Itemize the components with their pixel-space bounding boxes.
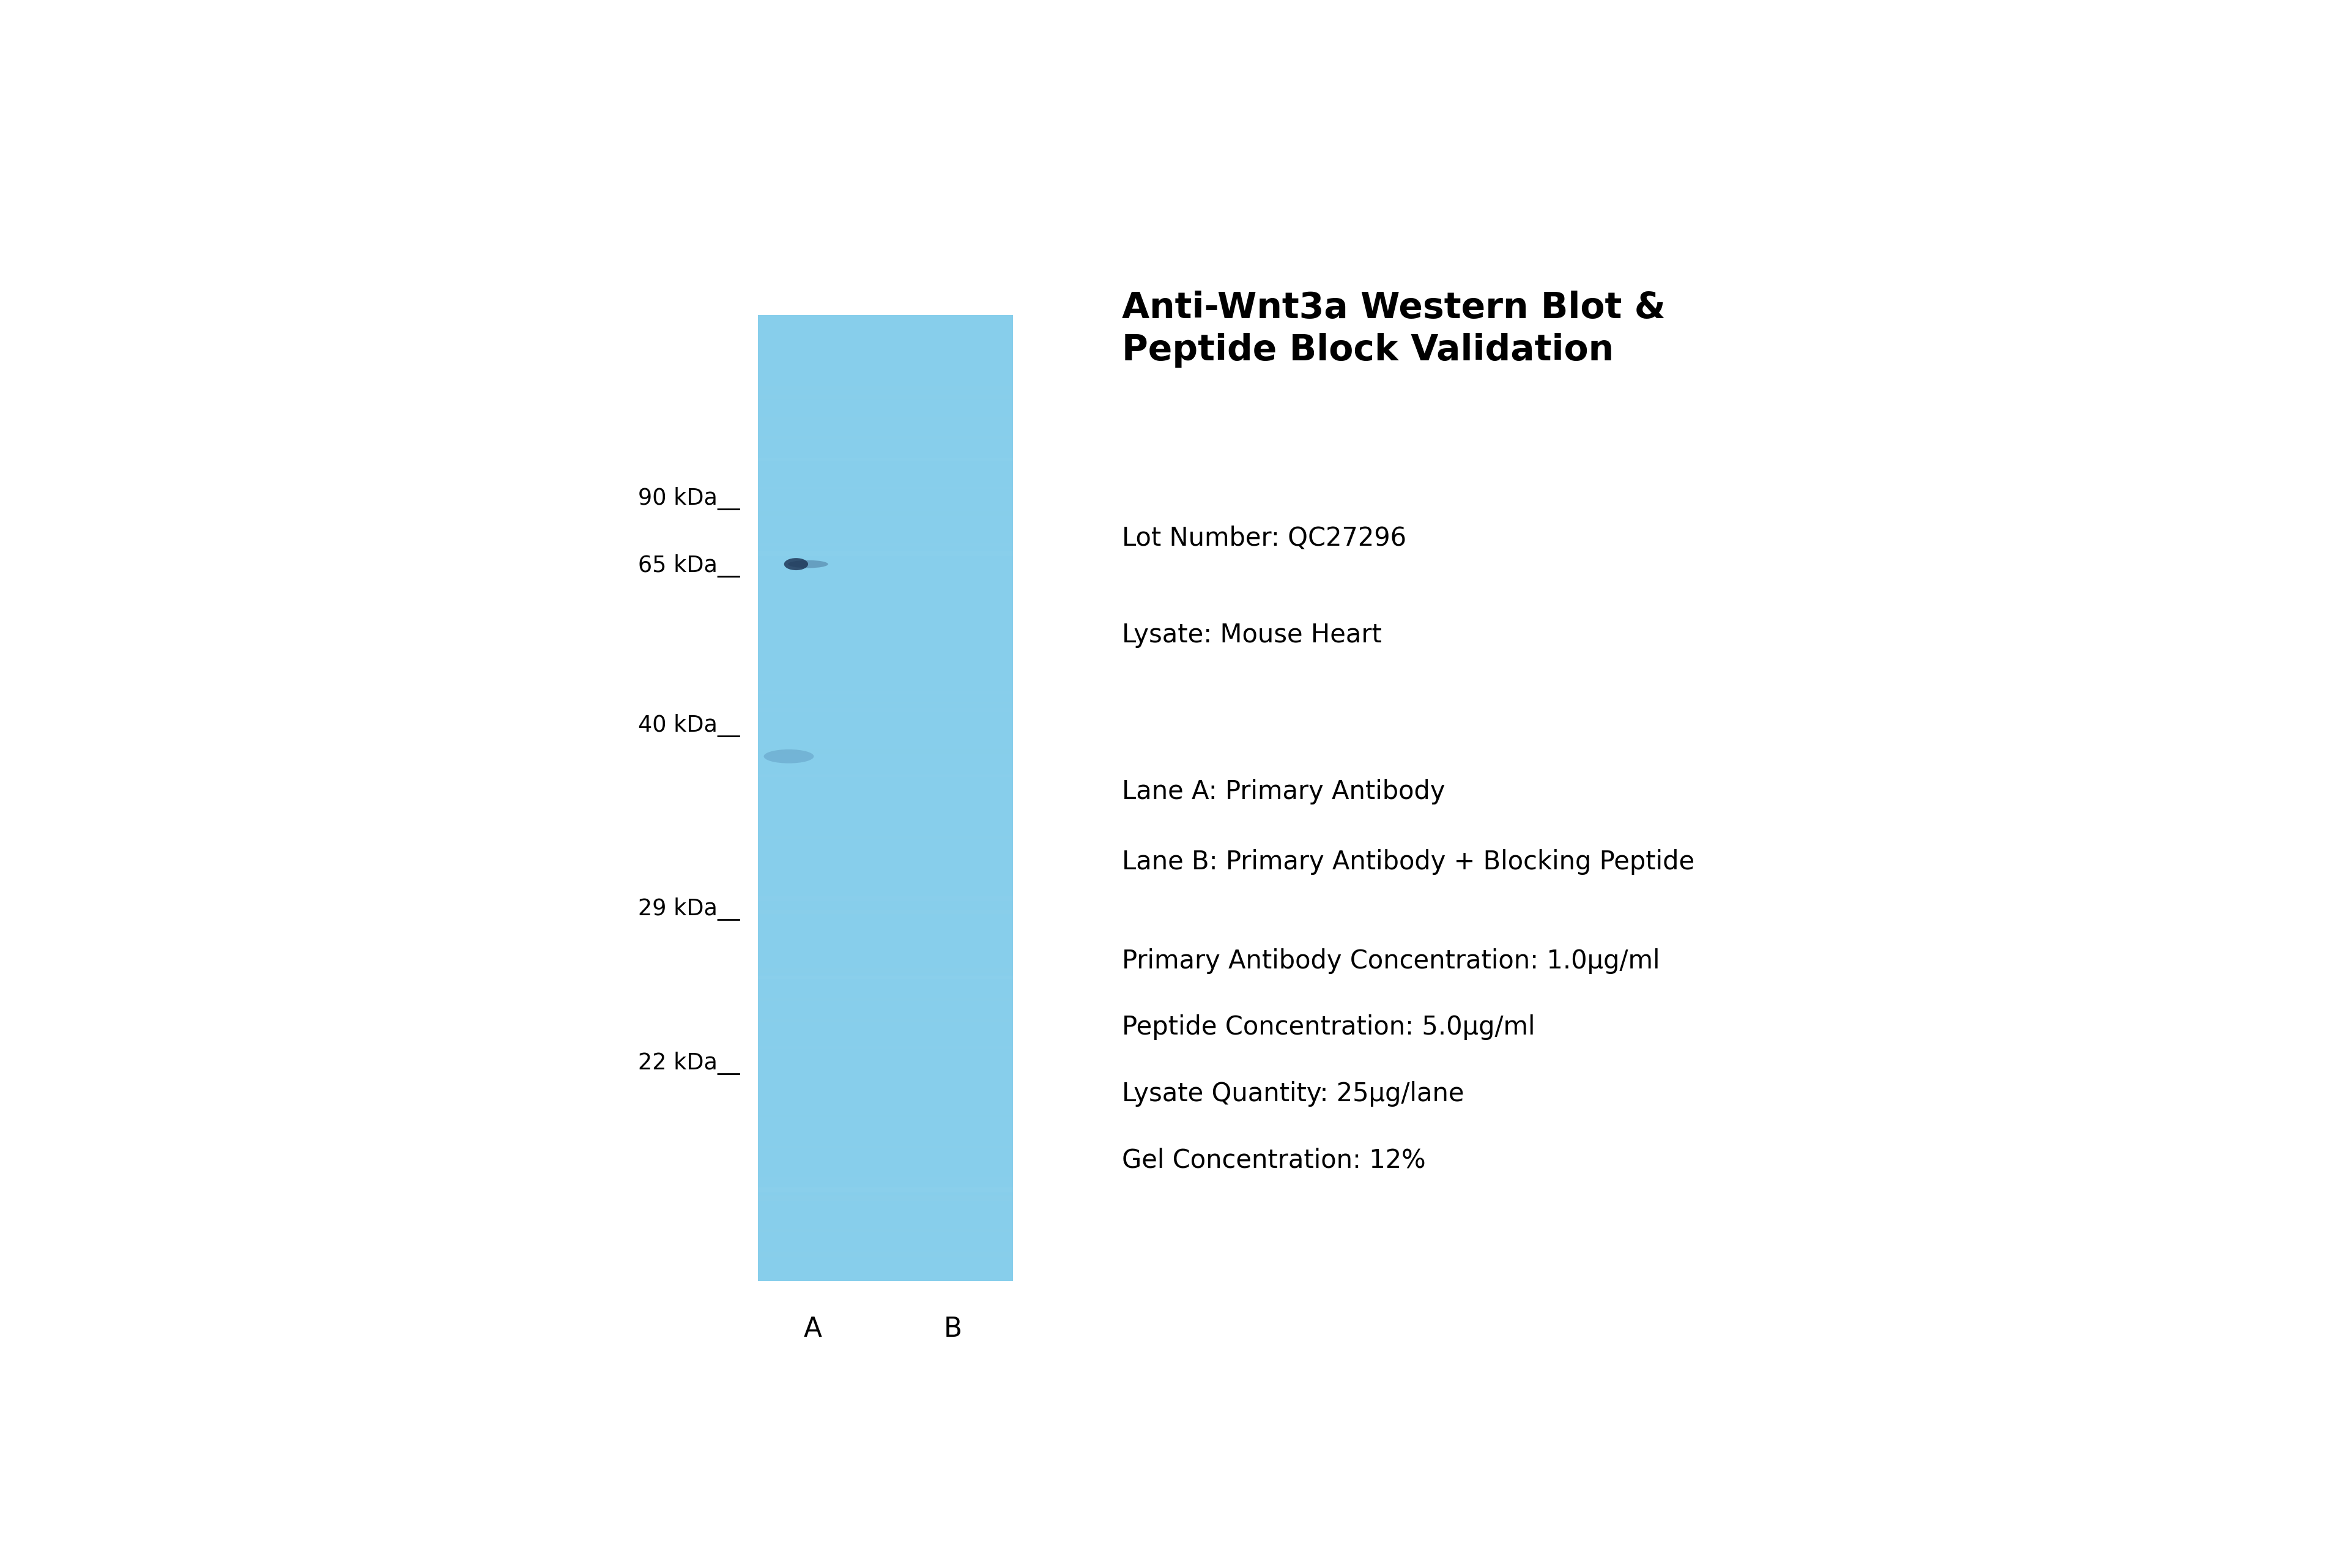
Bar (759, 1178, 1012, 1179)
Text: Primary Antibody Concentration: 1.0μg/ml: Primary Antibody Concentration: 1.0μg/ml (1123, 949, 1661, 974)
Bar (759, 488, 1012, 489)
Text: Lane B: Primary Antibody + Blocking Peptide: Lane B: Primary Antibody + Blocking Pept… (1123, 848, 1694, 875)
Text: Peptide Concentration: 5.0μg/ml: Peptide Concentration: 5.0μg/ml (1123, 1014, 1536, 1040)
Ellipse shape (763, 750, 813, 764)
Bar (759, 1046, 1012, 1049)
Bar (759, 775, 1012, 776)
Ellipse shape (787, 560, 829, 568)
Bar (759, 1187, 1012, 1192)
Bar (759, 386, 1012, 390)
Bar (759, 511, 1012, 516)
Bar (759, 969, 1012, 974)
Bar (759, 417, 1012, 420)
Bar (759, 999, 1012, 1000)
Bar (759, 1251, 1012, 1256)
Bar (759, 552, 1012, 557)
Bar (759, 436, 1012, 439)
Bar (759, 836, 1012, 839)
Bar (759, 707, 1012, 712)
Bar (759, 1146, 1012, 1148)
Bar (759, 1018, 1012, 1021)
Text: Anti-Wnt3a Western Blot &
Peptide Block Validation: Anti-Wnt3a Western Blot & Peptide Block … (1123, 290, 1665, 367)
Bar (759, 691, 1012, 695)
Bar (759, 395, 1012, 400)
Bar (759, 974, 1012, 978)
Text: Lysate: Mouse Heart: Lysate: Mouse Heart (1123, 622, 1381, 648)
Bar (759, 1195, 1012, 1201)
Bar (759, 702, 1012, 704)
Bar (759, 975, 1012, 980)
Bar (759, 1229, 1012, 1232)
Text: Lane A: Primary Antibody: Lane A: Primary Antibody (1123, 779, 1445, 804)
Bar (759, 543, 1012, 546)
Text: 22 kDa__: 22 kDa__ (639, 1052, 740, 1076)
Text: 29 kDa__: 29 kDa__ (639, 897, 740, 920)
Text: 65 kDa__: 65 kDa__ (639, 555, 740, 577)
Bar (759, 895, 1012, 902)
Bar (759, 315, 1012, 1281)
Bar (759, 750, 1012, 754)
Bar (759, 909, 1012, 914)
Bar (759, 458, 1012, 461)
Text: Lysate Quantity: 25μg/lane: Lysate Quantity: 25μg/lane (1123, 1080, 1463, 1107)
Text: Lot Number: QC27296: Lot Number: QC27296 (1123, 525, 1407, 550)
Text: A: A (803, 1316, 822, 1342)
Text: 90 kDa__: 90 kDa__ (639, 486, 740, 510)
Text: Gel Concentration: 12%: Gel Concentration: 12% (1123, 1148, 1426, 1173)
Text: B: B (944, 1316, 961, 1342)
Bar (759, 1115, 1012, 1116)
Text: 40 kDa__: 40 kDa__ (639, 713, 740, 737)
Ellipse shape (785, 558, 808, 571)
